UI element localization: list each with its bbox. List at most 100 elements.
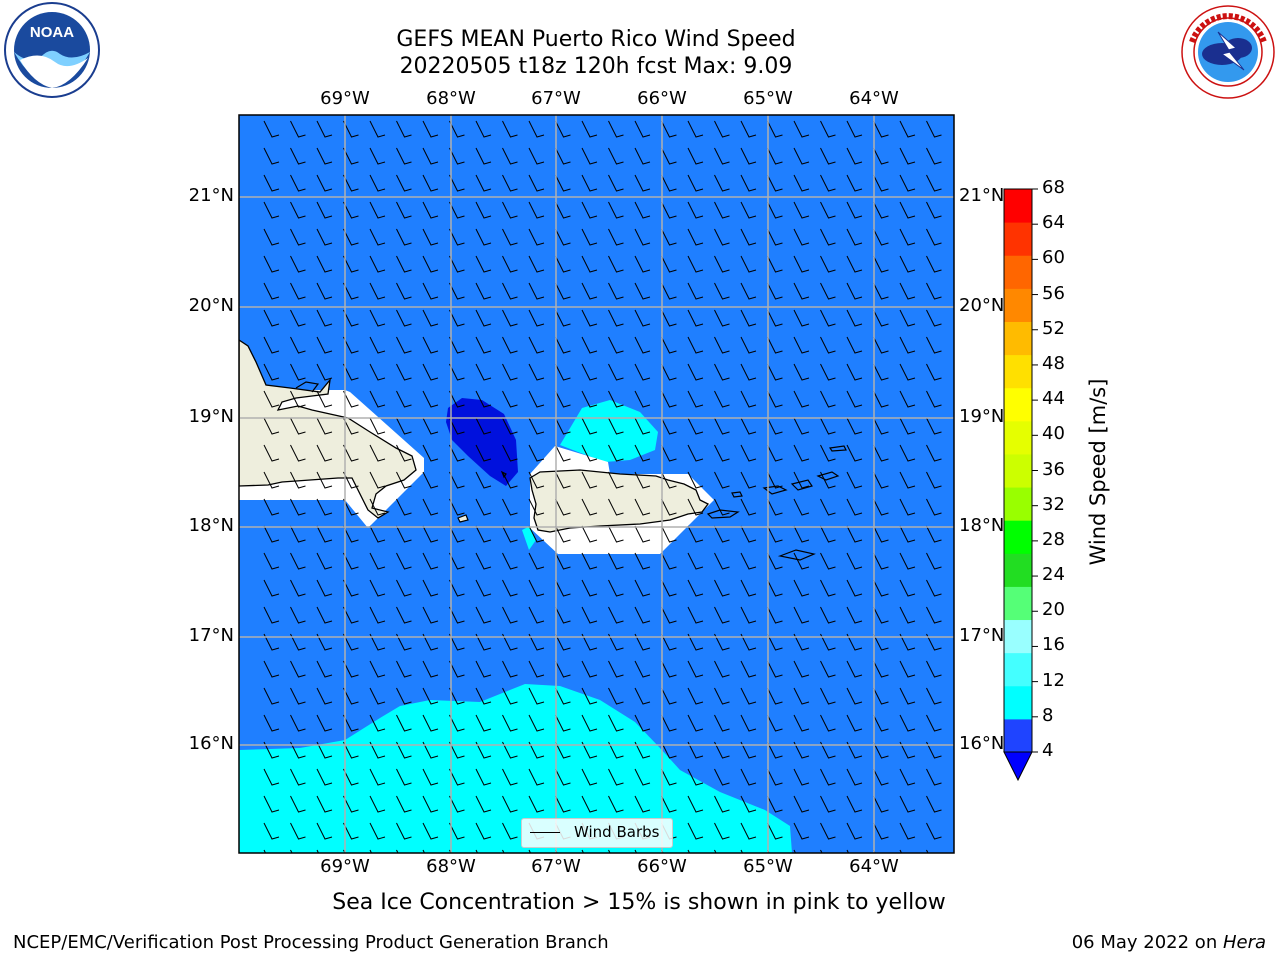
wind-barb <box>820 768 836 786</box>
wind-barb <box>899 255 916 273</box>
wind-barb <box>449 147 465 165</box>
colorbar-segment <box>1004 387 1032 422</box>
wind-barb <box>528 309 545 327</box>
wind-barb <box>740 687 757 705</box>
latitude-label-left: 16°N <box>188 733 234 754</box>
wind-barb <box>369 633 386 651</box>
wind-barb <box>475 795 492 813</box>
wind-barb <box>740 552 757 570</box>
wind-barb <box>449 660 465 678</box>
colorbar-under-arrow <box>1003 751 1033 782</box>
wind-barb <box>290 390 306 408</box>
wind-barb <box>581 255 598 273</box>
wind-barb <box>475 552 492 570</box>
wind-barb <box>502 336 518 354</box>
wind-barb <box>263 633 280 651</box>
wind-barb <box>369 768 386 786</box>
wind-barb <box>608 471 624 489</box>
wind-barb <box>767 336 783 354</box>
wind-barb <box>846 552 863 570</box>
wind-barb <box>793 822 810 840</box>
map-subtitle: 20220505 t18z 120h fcst Max: 9.09 <box>399 54 793 79</box>
wind-barb <box>316 444 333 462</box>
colorbar-tick-label: 36 <box>1042 458 1065 480</box>
wind-barb <box>316 552 333 570</box>
wind-barb <box>449 714 465 732</box>
wind-barb <box>661 147 677 165</box>
wind-barb <box>449 309 465 327</box>
wind-barb <box>475 390 492 408</box>
wind-barb <box>422 795 439 813</box>
wind-barb <box>475 714 492 732</box>
wind-barb <box>369 336 386 354</box>
wind-barb <box>793 228 810 246</box>
wind-barb <box>793 120 810 138</box>
wind-barb <box>740 363 757 381</box>
wind-barb <box>316 174 333 192</box>
wind-barb <box>846 471 863 489</box>
colorbar-tick-label: 56 <box>1042 282 1065 304</box>
wind-barb <box>846 255 863 273</box>
wind-barb <box>396 309 412 327</box>
wind-barb <box>767 606 783 624</box>
wind-barb <box>263 444 280 462</box>
wind-barb <box>687 741 704 759</box>
wind-barb <box>422 471 439 489</box>
wind-barb <box>555 714 571 732</box>
wind-barb <box>290 255 306 273</box>
wind-barb <box>846 228 863 246</box>
colorbar-segment <box>1004 652 1032 687</box>
wind-barb <box>846 822 863 840</box>
wind-barb <box>608 795 624 813</box>
longitude-label-top: 68°W <box>426 88 476 109</box>
wind-barb <box>422 309 439 327</box>
wind-barb <box>873 363 889 381</box>
wind-barb <box>661 336 677 354</box>
wind-barb <box>634 120 651 138</box>
wind-barb <box>687 633 704 651</box>
wind-barb <box>581 579 598 597</box>
wind-barb <box>767 822 783 840</box>
wind-barb <box>528 741 545 759</box>
sea-ice-caption: Sea Ice Concentration > 15% is shown in … <box>332 890 946 915</box>
wind-barb <box>555 147 571 165</box>
colorbar-tick-label: 4 <box>1042 740 1054 761</box>
wind-barb <box>820 147 836 165</box>
colorbar-segment <box>1004 718 1032 753</box>
wind-barb <box>449 444 465 462</box>
wind-barb <box>502 660 518 678</box>
footer-machine: Hera <box>1222 932 1266 953</box>
footer-date-text: 06 May 2022 on <box>1071 932 1223 953</box>
wind-barb <box>369 120 386 138</box>
wind-barb <box>528 282 545 300</box>
wind-barb <box>873 741 889 759</box>
wind-barb <box>555 660 571 678</box>
colorbar-segment <box>1004 288 1032 322</box>
wind-barb <box>369 309 386 327</box>
wind-barb <box>475 174 492 192</box>
wind-barb <box>608 390 624 408</box>
wind-barb <box>396 714 412 732</box>
wind-barb <box>608 417 624 435</box>
colorbar-segment <box>1004 619 1032 654</box>
wind-barb <box>714 363 730 381</box>
wind-barb <box>793 255 810 273</box>
wind-barb <box>661 633 677 651</box>
wind-barb <box>873 498 889 516</box>
wind-barb <box>846 579 863 597</box>
legend-line-sample <box>530 832 560 833</box>
wind-barb <box>316 525 333 543</box>
wind-barb <box>290 309 306 327</box>
wind-barb <box>634 228 651 246</box>
wind-barb <box>687 768 704 786</box>
wind-barb <box>528 120 545 138</box>
wind-barb <box>475 363 492 381</box>
colorbar-segment <box>1004 520 1032 554</box>
wind-barb <box>714 714 730 732</box>
wind-barb <box>581 174 598 192</box>
wind-barb <box>396 201 412 219</box>
wind-barb <box>634 552 651 570</box>
colorbar-segment <box>1004 354 1032 389</box>
wind-barb <box>899 444 916 462</box>
wind-barb <box>714 768 730 786</box>
